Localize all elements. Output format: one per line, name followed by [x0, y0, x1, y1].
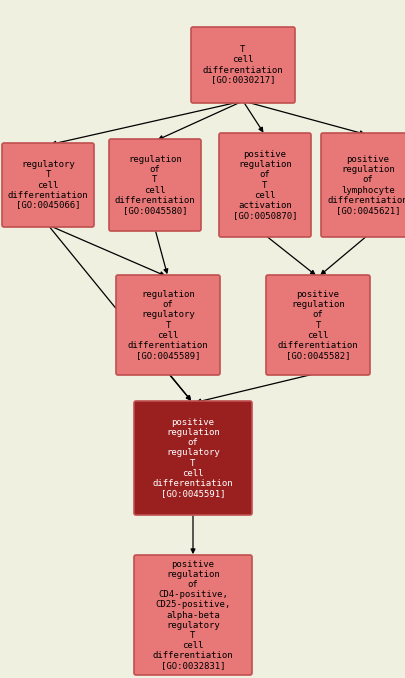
FancyBboxPatch shape [266, 275, 370, 375]
FancyBboxPatch shape [191, 27, 295, 103]
FancyBboxPatch shape [134, 555, 252, 675]
FancyBboxPatch shape [219, 133, 311, 237]
FancyBboxPatch shape [2, 143, 94, 227]
FancyBboxPatch shape [116, 275, 220, 375]
FancyBboxPatch shape [134, 401, 252, 515]
Text: positive
regulation
of
T
cell
activation
[GO:0050870]: positive regulation of T cell activation… [233, 151, 297, 220]
Text: positive
regulation
of
T
cell
differentiation
[GO:0045582]: positive regulation of T cell differenti… [278, 290, 358, 359]
Text: positive
regulation
of
CD4-positive,
CD25-positive,
alpha-beta
regulatory
T
cell: positive regulation of CD4-positive, CD2… [153, 560, 233, 670]
Text: regulation
of
T
cell
differentiation
[GO:0045580]: regulation of T cell differentiation [GO… [115, 155, 195, 215]
FancyBboxPatch shape [321, 133, 405, 237]
Text: regulation
of
regulatory
T
cell
differentiation
[GO:0045589]: regulation of regulatory T cell differen… [128, 290, 208, 359]
FancyBboxPatch shape [109, 139, 201, 231]
Text: positive
regulation
of
regulatory
T
cell
differentiation
[GO:0045591]: positive regulation of regulatory T cell… [153, 418, 233, 498]
Text: regulatory
T
cell
differentiation
[GO:0045066]: regulatory T cell differentiation [GO:00… [8, 161, 88, 210]
Text: T
cell
differentiation
[GO:0030217]: T cell differentiation [GO:0030217] [202, 45, 284, 85]
Text: positive
regulation
of
lymphocyte
differentiation
[GO:0045621]: positive regulation of lymphocyte differ… [328, 155, 405, 215]
